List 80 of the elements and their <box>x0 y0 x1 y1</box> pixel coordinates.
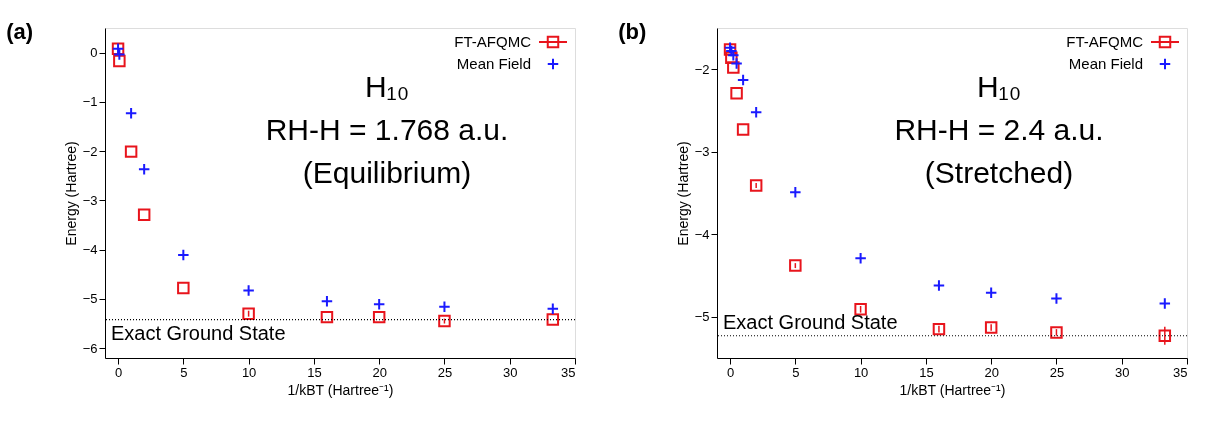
point <box>749 179 763 192</box>
y-tick-label: −5 <box>694 309 710 325</box>
legend-label: Mean Field <box>1068 55 1143 72</box>
point <box>730 86 743 100</box>
y-tick-label: −1 <box>82 94 98 110</box>
annotation: (Stretched) <box>924 156 1074 189</box>
x-tick-label: 15 <box>307 364 322 380</box>
x-tick-label: 0 <box>114 364 123 380</box>
point <box>320 295 334 308</box>
x-tick-label: 30 <box>1114 364 1130 380</box>
y-tick-label: −3 <box>82 192 98 208</box>
point <box>736 123 750 136</box>
point <box>137 208 151 221</box>
x-tick-label: 35 <box>1173 364 1188 380</box>
point <box>320 310 334 324</box>
y-tick-label: −3 <box>694 144 710 160</box>
point <box>984 321 998 334</box>
legend-label: Mean Field <box>456 55 531 72</box>
point <box>372 310 386 324</box>
point <box>1158 297 1172 310</box>
y-tick-label: −4 <box>82 242 98 258</box>
point <box>438 314 451 328</box>
y-tick-label: −2 <box>694 61 710 77</box>
point <box>789 185 802 199</box>
point <box>854 303 867 316</box>
point <box>438 300 451 314</box>
point <box>749 105 763 119</box>
point <box>1050 326 1063 339</box>
point <box>932 322 946 336</box>
x-tick-label: 30 <box>502 364 518 380</box>
point <box>546 313 560 326</box>
point <box>242 307 255 320</box>
ref-line-label: Exact Ground State <box>723 310 898 333</box>
x-tick-label: 5 <box>180 364 188 380</box>
annotation: RH-H = 1.768 a.u. <box>265 113 509 146</box>
legend-label: FT-AFQMC <box>454 33 532 50</box>
point <box>372 298 386 311</box>
x-axis-title: 1/kBT (Hartree⁻¹) <box>899 381 1006 398</box>
chart-title: (b) <box>618 19 647 44</box>
point <box>242 284 255 297</box>
point <box>727 61 740 74</box>
point <box>546 302 560 315</box>
y-tick-label: 0 <box>90 45 98 61</box>
x-tick-label: 20 <box>372 364 387 380</box>
x-tick-label: 20 <box>984 364 999 380</box>
y-tick-label: −5 <box>82 291 98 307</box>
point <box>932 279 946 292</box>
y-tick-label: −2 <box>82 143 98 159</box>
point <box>1158 329 1172 342</box>
point <box>124 106 138 120</box>
x-axis-title: 1/kBT (Hartree⁻¹) <box>287 381 394 398</box>
legend-label: FT-AFQMC <box>1066 33 1144 50</box>
annotation: (Equilibrium) <box>302 156 472 189</box>
x-tick-label: 25 <box>437 364 453 380</box>
point <box>177 248 190 262</box>
point <box>113 54 126 68</box>
point <box>854 251 867 265</box>
x-tick-label: 5 <box>792 364 800 380</box>
point <box>984 286 998 300</box>
x-tick-label: 35 <box>561 364 576 380</box>
y-tick-label: −4 <box>694 226 710 242</box>
x-tick-label: 10 <box>853 364 869 380</box>
ref-line-label: Exact Ground State <box>111 321 286 344</box>
point <box>1050 292 1063 305</box>
annotation: RH-H = 2.4 a.u. <box>894 113 1104 146</box>
x-tick-label: 25 <box>1049 364 1065 380</box>
point <box>789 259 802 272</box>
x-tick-label: 0 <box>726 364 735 380</box>
y-axis-title: Energy (Hartree) <box>62 141 79 246</box>
chart-title: (a) <box>6 19 34 44</box>
annotation: H₁₀ <box>976 70 1022 103</box>
y-axis-title: Energy (Hartree) <box>674 141 691 246</box>
point <box>736 73 750 87</box>
x-tick-label: 10 <box>241 364 257 380</box>
y-tick-label: −6 <box>82 340 98 356</box>
annotation: H₁₀ <box>364 70 410 103</box>
point <box>124 145 138 158</box>
point <box>177 281 190 295</box>
point <box>137 163 151 176</box>
x-tick-label: 15 <box>919 364 934 380</box>
